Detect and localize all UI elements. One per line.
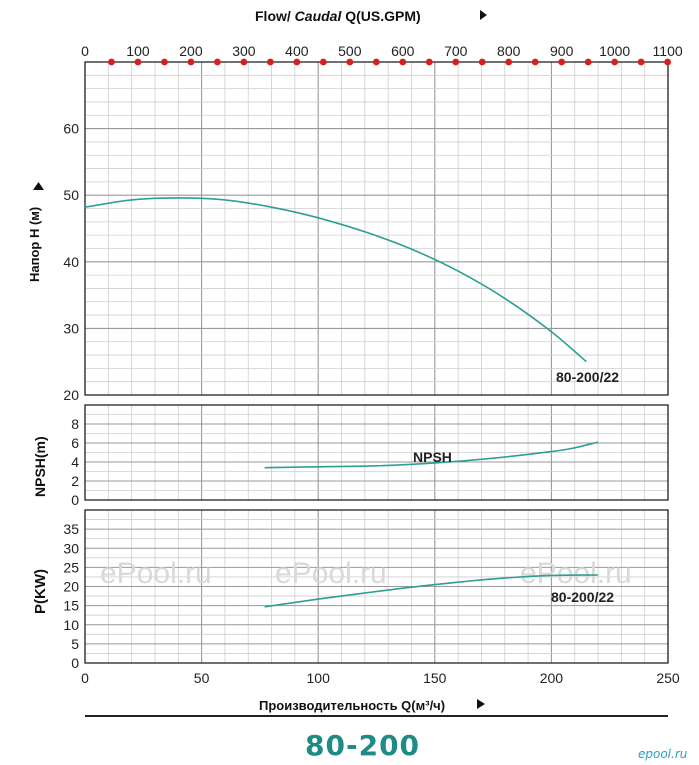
top-axis-marker (372, 58, 380, 66)
watermark-layer: ePool.ru ePool.ru ePool.ru (100, 557, 632, 590)
top-axis-marker (425, 58, 433, 66)
curve-label-npsh: NPSH (413, 449, 452, 465)
power-ylabel: P(KW) (32, 569, 49, 614)
y-tick-label-head: 50 (63, 187, 79, 203)
curve-power (264, 574, 599, 608)
y-tick-label-power: 35 (63, 521, 79, 537)
panel-frame-head (84, 61, 669, 396)
top-axis-marker (531, 58, 539, 66)
y-tick-label-npsh: 2 (71, 473, 79, 489)
top-axis-marker (505, 58, 513, 66)
top-tick-label: 200 (179, 43, 203, 59)
curve-label-power: 80-200/22 (551, 589, 614, 605)
top-tick-label: 400 (285, 43, 309, 59)
grid-layer (84, 61, 669, 664)
y-tick-label-power: 10 (63, 617, 79, 633)
x-tick-label: 200 (540, 670, 564, 686)
y-tick-label-head: 40 (63, 254, 79, 270)
y-tick-label-npsh: 8 (71, 416, 79, 432)
top-tick-label: 800 (497, 43, 521, 59)
y-tick-label-power: 25 (63, 559, 79, 575)
panel-frame-power (84, 509, 669, 664)
curve-head (84, 197, 587, 363)
top-axis-marker (399, 58, 407, 66)
y-tick-label-head: 60 (63, 121, 79, 137)
top-axis-marker (346, 58, 354, 66)
y-tick-label-npsh: 0 (71, 492, 79, 508)
top-axis-marker (161, 58, 168, 66)
top-tick-label: 500 (338, 43, 362, 59)
panel-frame-npsh (84, 404, 669, 501)
top-axis-marker (214, 58, 221, 66)
top-axis-marker (664, 58, 672, 66)
head-ylabel: Напор H (м) (27, 207, 42, 282)
y-tick-label-npsh: 4 (71, 454, 79, 470)
head-ylabel-arrow-icon (33, 182, 44, 190)
epool-logo: epool.ru (638, 747, 688, 761)
top-axis-marker (478, 58, 486, 66)
top-axis-marker (108, 58, 115, 66)
bottom-axis-label: Производительность Q(м³/ч) (259, 698, 445, 713)
model-title: 80-200 (305, 729, 420, 762)
y-tick-label-head: 20 (63, 387, 79, 403)
top-axis-marker (558, 58, 566, 66)
watermark-text: ePool.ru (275, 557, 387, 590)
x-tick-label: 250 (656, 670, 680, 686)
top-axis-marker (266, 58, 274, 66)
top-axis-marker (637, 58, 645, 66)
curve-layer: 80-200/22 NPSH 80-200/22 (84, 197, 619, 608)
y-tick-label-power: 30 (63, 540, 79, 556)
top-tick-label: 900 (550, 43, 574, 59)
npsh-ylabel: NPSH(m) (32, 436, 48, 497)
top-axis-marker (611, 58, 619, 66)
top-axis-arrow-icon (480, 10, 487, 20)
top-tick-label: 600 (391, 43, 415, 59)
curve-npsh (264, 441, 599, 469)
top-axis-marker (319, 58, 327, 66)
top-axis-marker (240, 58, 248, 66)
top-axis-marker (293, 58, 301, 66)
x-tick-label: 100 (307, 670, 331, 686)
top-tick-label: 100 (126, 43, 150, 59)
watermark-text: ePool.ru (520, 557, 632, 590)
x-tick-label: 150 (423, 670, 447, 686)
curve-label-head: 80-200/22 (556, 369, 619, 385)
y-tick-label-power: 0 (71, 655, 79, 671)
watermark-text: ePool.ru (100, 557, 212, 590)
top-tick-label: 1000 (599, 43, 630, 59)
top-tick-label: 300 (232, 43, 256, 59)
top-tick-label: 0 (81, 43, 89, 59)
bottom-axis-arrow-icon (477, 699, 485, 709)
y-tick-label-power: 20 (63, 579, 79, 595)
top-axis-marker (187, 58, 195, 66)
top-tick-label: 1100 (653, 43, 683, 59)
top-axis-marker (134, 58, 142, 66)
top-axis-marker (584, 58, 592, 66)
top-tick-label: 700 (444, 43, 468, 59)
top-axis-marker (452, 58, 460, 66)
y-tick-label-npsh: 6 (71, 435, 79, 451)
x-tick-label: 0 (81, 670, 89, 686)
y-tick-label-head: 30 (63, 320, 79, 336)
x-tick-label: 50 (194, 670, 210, 686)
y-tick-label-power: 5 (71, 636, 79, 652)
y-tick-label-power: 15 (63, 598, 79, 614)
top-axis-label: Flow/ Caudal Q(US.GPM) (255, 8, 421, 24)
